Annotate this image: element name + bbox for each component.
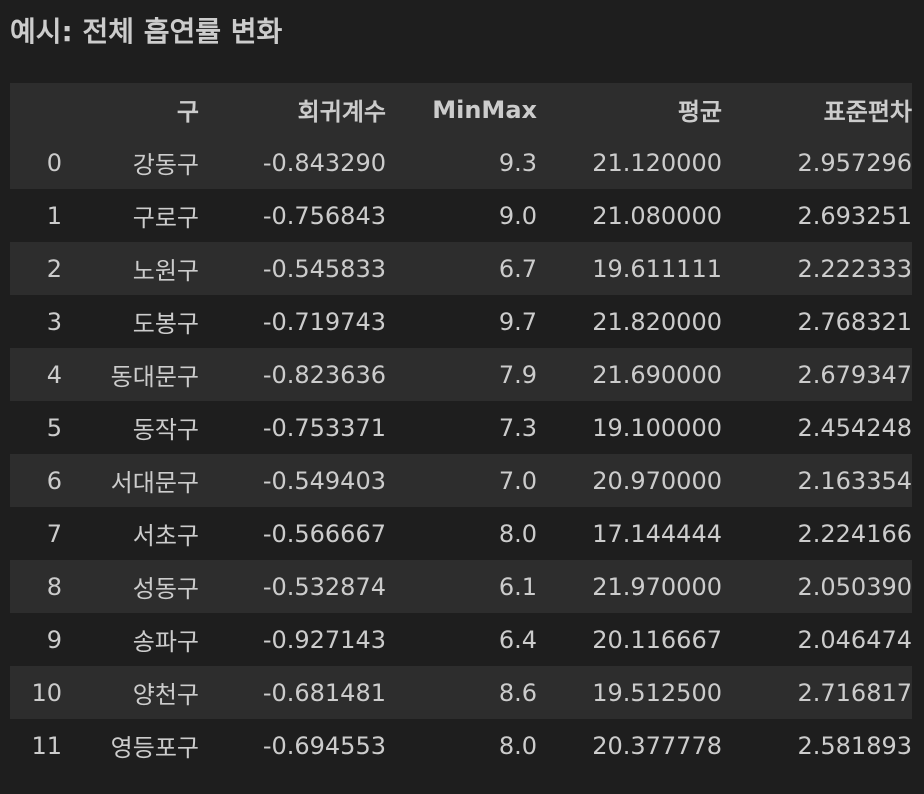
minmax-cell: 9.0 [386,189,537,242]
row-index: 4 [10,348,62,401]
coefficient-cell: -0.719743 [199,295,386,348]
row-index: 5 [10,401,62,454]
coefficient-cell: -0.566667 [199,507,386,560]
index-header [10,83,62,136]
minmax-cell: 7.0 [386,454,537,507]
coefficient-cell: -0.756843 [199,189,386,242]
coefficient-cell: -0.694553 [199,719,386,772]
district-cell: 양천구 [62,666,199,719]
row-index: 6 [10,454,62,507]
table-row: 9 송파구 -0.927143 6.4 20.116667 2.046474 [10,613,912,666]
coefficient-cell: -0.753371 [199,401,386,454]
mean-cell: 19.100000 [537,401,722,454]
minmax-cell: 6.4 [386,613,537,666]
row-index: 11 [10,719,62,772]
mean-cell: 20.970000 [537,454,722,507]
coefficient-cell: -0.549403 [199,454,386,507]
district-cell: 도봉구 [62,295,199,348]
district-cell: 서초구 [62,507,199,560]
stddev-cell: 2.768321 [722,295,912,348]
minmax-cell: 7.3 [386,401,537,454]
minmax-cell: 9.3 [386,136,537,189]
row-index: 1 [10,189,62,242]
stddev-cell: 2.224166 [722,507,912,560]
mean-cell: 21.820000 [537,295,722,348]
mean-cell: 19.512500 [537,666,722,719]
minmax-cell: 8.6 [386,666,537,719]
coefficient-cell: -0.545833 [199,242,386,295]
minmax-cell: 6.7 [386,242,537,295]
table-row: 10 양천구 -0.681481 8.6 19.512500 2.716817 [10,666,912,719]
stddev-cell: 2.679347 [722,348,912,401]
stddev-cell: 2.716817 [722,666,912,719]
minmax-cell: 8.0 [386,719,537,772]
stddev-cell: 2.454248 [722,401,912,454]
district-cell: 강동구 [62,136,199,189]
mean-cell: 21.080000 [537,189,722,242]
table-row: 6 서대문구 -0.549403 7.0 20.970000 2.163354 [10,454,912,507]
row-index: 0 [10,136,62,189]
row-index: 8 [10,560,62,613]
mean-cell: 21.690000 [537,348,722,401]
district-cell: 송파구 [62,613,199,666]
row-index: 3 [10,295,62,348]
stddev-cell: 2.693251 [722,189,912,242]
column-header-stddev: 표준편차 [722,83,912,136]
table-row: 7 서초구 -0.566667 8.0 17.144444 2.224166 [10,507,912,560]
table-row: 1 구로구 -0.756843 9.0 21.080000 2.693251 [10,189,912,242]
row-index: 9 [10,613,62,666]
district-cell: 동작구 [62,401,199,454]
district-cell: 성동구 [62,560,199,613]
mean-cell: 20.377778 [537,719,722,772]
dataframe-table: 구 회귀계수 MinMax 평균 표준편차 0 강동구 -0.843290 9.3 21… [10,83,912,772]
table-row: 8 성동구 -0.532874 6.1 21.970000 2.050390 [10,560,912,613]
table-header: 구 회귀계수 MinMax 평균 표준편차 [10,83,912,136]
mean-cell: 21.120000 [537,136,722,189]
mean-cell: 21.970000 [537,560,722,613]
row-index: 2 [10,242,62,295]
district-cell: 노원구 [62,242,199,295]
district-cell: 영등포구 [62,719,199,772]
column-header-district: 구 [62,83,199,136]
stddev-cell: 2.222333 [722,242,912,295]
table-body: 0 강동구 -0.843290 9.3 21.120000 2.957296 1 구로구 -0.… [10,136,912,772]
mean-cell: 19.611111 [537,242,722,295]
table-row: 3 도봉구 -0.719743 9.7 21.820000 2.768321 [10,295,912,348]
minmax-cell: 8.0 [386,507,537,560]
coefficient-cell: -0.681481 [199,666,386,719]
coefficient-cell: -0.843290 [199,136,386,189]
minmax-cell: 9.7 [386,295,537,348]
minmax-cell: 6.1 [386,560,537,613]
coefficient-cell: -0.823636 [199,348,386,401]
row-index: 10 [10,666,62,719]
table-row: 4 동대문구 -0.823636 7.9 21.690000 2.679347 [10,348,912,401]
header-row: 구 회귀계수 MinMax 평균 표준편차 [10,83,912,136]
column-header-coefficient: 회귀계수 [199,83,386,136]
coefficient-cell: -0.927143 [199,613,386,666]
column-header-mean: 평균 [537,83,722,136]
stddev-cell: 2.163354 [722,454,912,507]
column-header-minmax: MinMax [386,83,537,136]
table-row: 11 영등포구 -0.694553 8.0 20.377778 2.581893 [10,719,912,772]
mean-cell: 20.116667 [537,613,722,666]
stddev-cell: 2.046474 [722,613,912,666]
district-cell: 서대문구 [62,454,199,507]
table-row: 5 동작구 -0.753371 7.3 19.100000 2.454248 [10,401,912,454]
table-row: 0 강동구 -0.843290 9.3 21.120000 2.957296 [10,136,912,189]
minmax-cell: 7.9 [386,348,537,401]
stddev-cell: 2.581893 [722,719,912,772]
stddev-cell: 2.957296 [722,136,912,189]
coefficient-cell: -0.532874 [199,560,386,613]
mean-cell: 17.144444 [537,507,722,560]
table-row: 2 노원구 -0.545833 6.7 19.611111 2.222333 [10,242,912,295]
district-cell: 구로구 [62,189,199,242]
row-index: 7 [10,507,62,560]
district-cell: 동대문구 [62,348,199,401]
output-title: 예시: 전체 흡연률 변화 [10,15,283,48]
stddev-cell: 2.050390 [722,560,912,613]
